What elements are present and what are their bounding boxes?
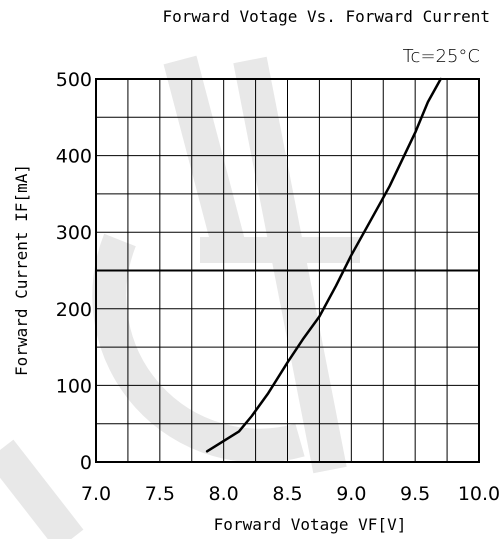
y-tick-label: 500	[56, 69, 92, 91]
x-tick-label: 10.0	[458, 483, 500, 505]
test-condition-label: Tc=25°C	[403, 46, 480, 67]
x-tick-label: 9.0	[336, 483, 366, 505]
watermark-stroke-right	[233, 56, 347, 474]
x-tick-label: 8.5	[272, 483, 302, 505]
plot-frame	[95, 78, 480, 463]
grid	[96, 79, 479, 462]
watermark-stroke-left	[163, 55, 247, 255]
x-tick-label: 8.0	[209, 483, 239, 505]
watermark-arc	[92, 233, 305, 463]
y-tick-label: 100	[56, 375, 92, 397]
x-tick-label: 9.5	[400, 483, 430, 505]
y-axis-label: Forward Current IF[mA]	[12, 164, 31, 376]
x-axis-label: Forward Votage VF[V]	[214, 515, 407, 534]
y-tick-label: 300	[56, 222, 92, 244]
y-tick-label: 0	[80, 452, 92, 474]
series-line	[205, 77, 442, 453]
watermark	[0, 55, 360, 544]
watermark-stroke-tail	[0, 439, 84, 544]
y-tick-label: 200	[56, 299, 92, 321]
y-tick-labels: 0 100 200 300 400 500	[56, 69, 92, 474]
x-tick-label: 7.0	[81, 483, 111, 505]
series-group	[205, 77, 442, 453]
x-tick-labels: 7.0 7.5 8.0 8.5 9.0 9.5 10.0	[81, 483, 500, 505]
chart-title: Forward Votage Vs. Forward Current	[162, 7, 490, 26]
x-tick-label: 7.5	[145, 483, 175, 505]
y-tick-label: 400	[56, 146, 92, 168]
